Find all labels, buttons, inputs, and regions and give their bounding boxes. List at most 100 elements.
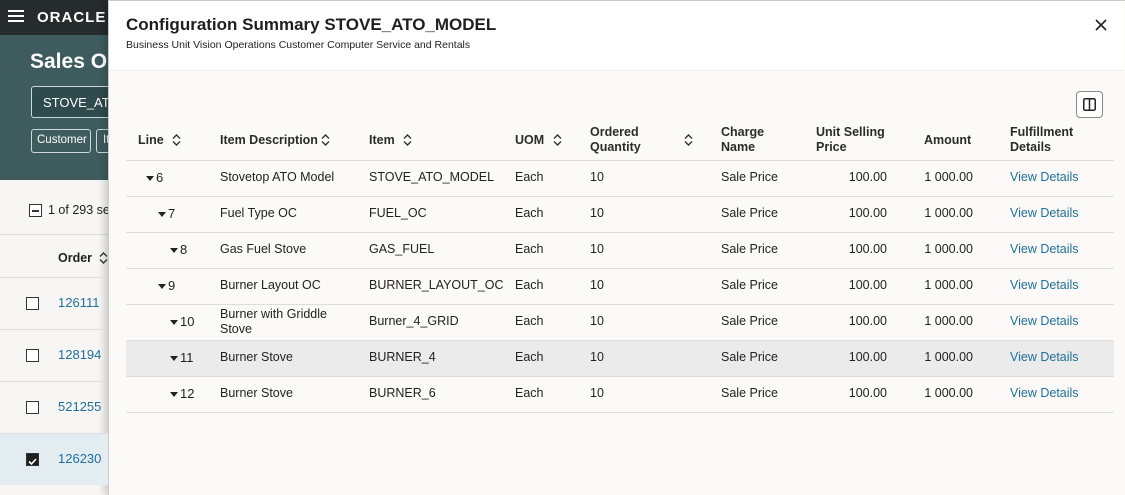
row-separator xyxy=(126,376,1114,377)
row-checkbox[interactable] xyxy=(26,453,39,466)
logo: ORACLE xyxy=(37,9,107,26)
table-cell: 10 xyxy=(590,314,604,328)
view-details-link[interactable]: View Details xyxy=(1010,350,1079,364)
table-cell: 100.00 xyxy=(848,206,887,220)
view-details-link[interactable]: View Details xyxy=(1010,386,1079,400)
table-cell: 1 000.00 xyxy=(924,170,973,184)
table-cell: Sale Price xyxy=(721,206,778,220)
table-cell: BURNER_LAYOUT_OC xyxy=(369,278,504,292)
table-cell: Gas Fuel Stove xyxy=(220,242,307,256)
row-separator xyxy=(126,340,1114,341)
table-cell: Each xyxy=(515,206,544,220)
expand-caret[interactable] xyxy=(146,176,154,181)
table-cell: Stovetop ATO Model xyxy=(220,170,335,184)
row-checkbox[interactable] xyxy=(26,401,39,414)
table-cell: 7 xyxy=(168,206,176,221)
view-details-link[interactable]: View Details xyxy=(1010,278,1079,292)
sort-icon[interactable] xyxy=(99,252,108,264)
table-cell: 100.00 xyxy=(848,350,887,364)
table-cell: Burner Stove xyxy=(220,350,293,364)
expand-caret[interactable] xyxy=(170,356,178,361)
column-header: Line xyxy=(138,133,164,147)
row-separator xyxy=(126,196,1114,197)
view-details-link[interactable]: View Details xyxy=(1010,242,1079,256)
table-cell: 100.00 xyxy=(848,170,887,184)
table-cell: 11 xyxy=(180,350,194,365)
order-link[interactable]: 126230 xyxy=(58,451,102,466)
table-cell: 10 xyxy=(590,386,604,400)
page-title: Sales Or xyxy=(30,50,116,73)
row-separator xyxy=(126,232,1114,233)
table-cell: STOVE_ATO_MODEL xyxy=(369,170,495,184)
select-all-checkbox[interactable] xyxy=(29,204,42,217)
filter-chip[interactable] xyxy=(31,129,91,153)
order-link[interactable]: 128194 xyxy=(58,347,102,362)
table-cell: 10 xyxy=(180,314,195,329)
table-cell: 1 000.00 xyxy=(924,386,973,400)
column-header: Unit Selling Price xyxy=(816,125,885,154)
selected-row xyxy=(0,434,108,485)
row-checkbox[interactable] xyxy=(26,297,39,310)
column-header: Order xyxy=(58,251,93,265)
row-separator xyxy=(0,277,108,278)
table-cell: 12 xyxy=(180,386,195,401)
column-header: Ordered Quantity xyxy=(590,125,641,154)
table-cell: 100.00 xyxy=(848,314,887,328)
table-cell: Burner Stove xyxy=(220,386,293,400)
row-separator xyxy=(0,329,108,330)
selection-count: 1 of 293 se xyxy=(48,203,110,217)
table-cell: Each xyxy=(515,242,544,256)
dialog-subtitle: Business Unit Vision Operations Customer… xyxy=(126,39,471,51)
table-cell: Sale Price xyxy=(721,350,778,364)
expand-caret[interactable] xyxy=(170,320,178,325)
selected-row xyxy=(126,341,1114,376)
column-header: Charge Name xyxy=(721,125,765,154)
row-separator xyxy=(0,433,108,434)
column-header: UOM xyxy=(515,133,545,147)
expand-caret[interactable] xyxy=(158,284,166,289)
view-details-link[interactable]: View Details xyxy=(1010,206,1079,220)
columns-button[interactable] xyxy=(1076,91,1103,118)
order-link[interactable]: 126111 xyxy=(58,295,100,310)
sort-icon[interactable] xyxy=(403,134,412,146)
sort-icon[interactable] xyxy=(553,134,562,146)
row-checkbox[interactable] xyxy=(26,349,39,362)
dialog-title: Configuration Summary STOVE_ATO_MODEL xyxy=(126,15,497,34)
table-cell: 9 xyxy=(168,278,176,293)
table-cell: FUEL_OC xyxy=(369,206,427,220)
table-cell: 8 xyxy=(180,242,188,257)
table-cell: Sale Price xyxy=(721,386,778,400)
table-cell: Each xyxy=(515,278,544,292)
row-separator xyxy=(0,381,108,382)
order-link[interactable]: 521255 xyxy=(58,399,102,414)
close-button[interactable] xyxy=(1095,19,1107,31)
table-cell: 1 000.00 xyxy=(924,206,973,220)
menu-icon[interactable] xyxy=(8,9,24,23)
column-header: Amount xyxy=(924,133,972,147)
table-cell: Sale Price xyxy=(721,242,778,256)
sort-icon[interactable] xyxy=(684,134,693,146)
table-cell: 100.00 xyxy=(848,278,887,292)
table-cell: 1 000.00 xyxy=(924,350,973,364)
expand-caret[interactable] xyxy=(158,212,166,217)
header-separator xyxy=(126,160,1114,161)
search-value: STOVE_ATO xyxy=(43,95,120,110)
table-cell: Sale Price xyxy=(721,278,778,292)
view-details-link[interactable]: View Details xyxy=(1010,170,1079,184)
column-header: Fulfillment Details xyxy=(1010,125,1074,154)
table-cell: 10 xyxy=(590,170,604,184)
table-cell: Burner with Griddle Stove xyxy=(220,307,327,336)
dialog-header xyxy=(109,1,1124,71)
row-separator xyxy=(126,412,1114,413)
sort-icon[interactable] xyxy=(321,134,330,146)
table-cell: 1 000.00 xyxy=(924,242,973,256)
sort-icon[interactable] xyxy=(172,134,181,146)
table-cell: 1 000.00 xyxy=(924,314,973,328)
view-details-link[interactable]: View Details xyxy=(1010,314,1079,328)
row-separator xyxy=(126,268,1114,269)
expand-caret[interactable] xyxy=(170,248,178,253)
table-cell: 100.00 xyxy=(848,386,887,400)
column-header: Item xyxy=(369,133,395,147)
expand-caret[interactable] xyxy=(170,392,178,397)
